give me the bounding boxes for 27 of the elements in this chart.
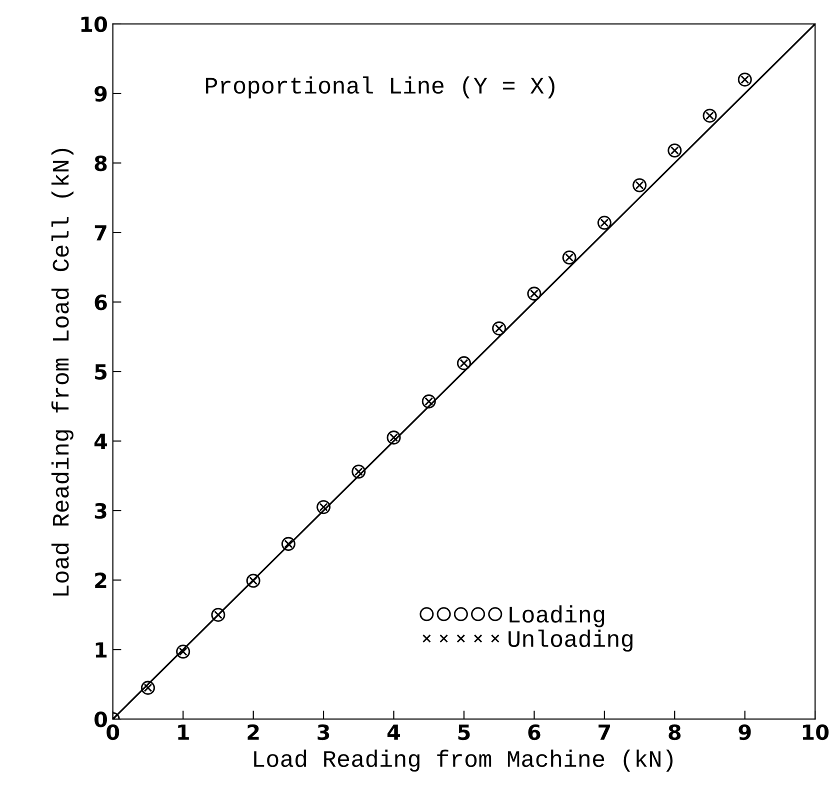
x-tick-label: 4 [387, 724, 400, 740]
x-tick-label: 2 [248, 724, 259, 740]
y-tick-label: 9 [94, 86, 107, 102]
y-tick-label: 7 [94, 225, 106, 240]
y-tick-label: 1 [96, 642, 107, 658]
x-tick-label: 5 [458, 724, 470, 740]
y-tick-label: 0 [94, 712, 108, 728]
x-tick-label: 6 [528, 724, 540, 740]
x-tick-label: 0 [106, 724, 120, 740]
y-axis-title: Load Reading from Load Cell (kN) [51, 148, 74, 596]
x-tick-label: 10 [802, 724, 829, 740]
y-tick-label: 4 [94, 434, 108, 449]
y-tick-label: 5 [95, 364, 107, 380]
legend-label: Unloading [508, 630, 632, 652]
annotation: Proportional Line (Y = X) [206, 76, 554, 98]
y-tick-label: 6 [94, 294, 107, 310]
y-tick-label: 10 [81, 16, 108, 32]
y-tick-label: 2 [95, 572, 106, 588]
y-tick-label: 3 [94, 503, 106, 519]
x-tick-label: 9 [738, 724, 751, 740]
x-tick-label: 3 [318, 724, 330, 740]
x-tick-label: 1 [178, 724, 189, 740]
legend-label: Loading [510, 605, 604, 628]
x-tick-label: 8 [668, 724, 681, 740]
y-tick-label: 8 [94, 155, 107, 172]
x-axis-title: Load Reading from Machine (kN) [254, 750, 673, 772]
x-tick-label: 7 [598, 724, 610, 740]
